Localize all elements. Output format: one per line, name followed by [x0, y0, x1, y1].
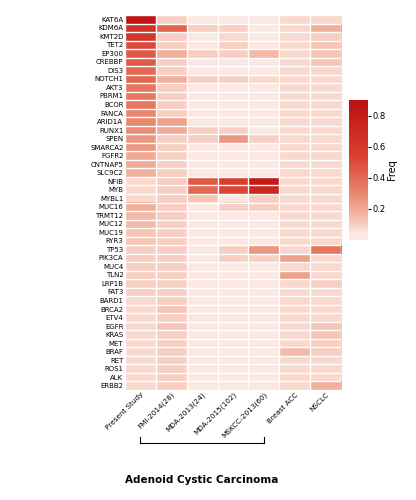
Y-axis label: Freq: Freq	[387, 160, 397, 180]
Text: Adenoid Cystic Carcinoma: Adenoid Cystic Carcinoma	[125, 475, 279, 485]
